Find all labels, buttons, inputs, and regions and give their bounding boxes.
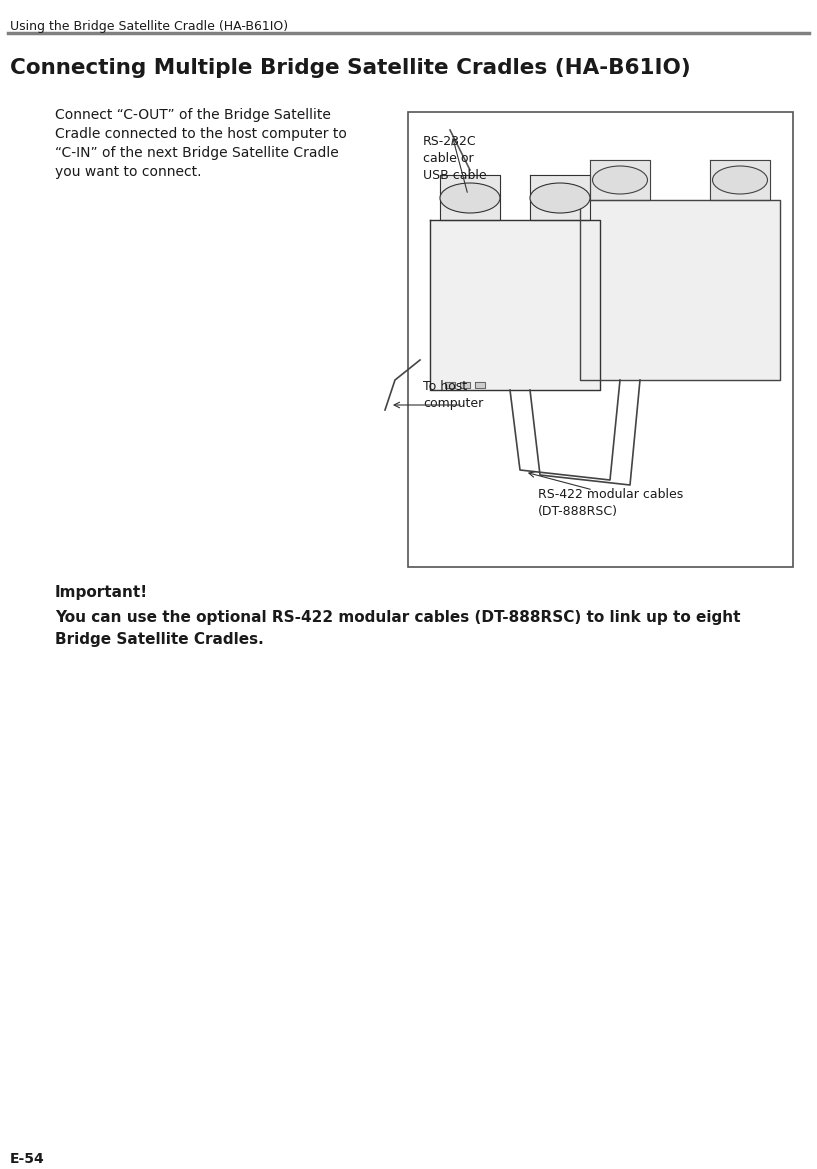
- Text: Using the Bridge Satellite Cradle (HA-B61IO): Using the Bridge Satellite Cradle (HA-B6…: [10, 20, 288, 33]
- Text: Important!: Important!: [55, 584, 148, 600]
- Text: To host
computer: To host computer: [423, 380, 483, 410]
- Text: Cradle connected to the host computer to: Cradle connected to the host computer to: [55, 127, 347, 141]
- Polygon shape: [445, 382, 455, 388]
- Ellipse shape: [440, 184, 500, 213]
- Polygon shape: [590, 160, 650, 200]
- Ellipse shape: [530, 184, 590, 213]
- Text: you want to connect.: you want to connect.: [55, 165, 202, 179]
- Polygon shape: [440, 175, 500, 220]
- Polygon shape: [580, 200, 780, 380]
- Ellipse shape: [712, 166, 767, 194]
- Bar: [408, 112, 793, 567]
- Text: RS-422 modular cables
(DT-888RSC): RS-422 modular cables (DT-888RSC): [538, 487, 683, 518]
- Text: Bridge Satellite Cradles.: Bridge Satellite Cradles.: [55, 632, 264, 646]
- Text: You can use the optional RS-422 modular cables (DT-888RSC) to link up to eight: You can use the optional RS-422 modular …: [55, 610, 740, 625]
- Polygon shape: [460, 382, 470, 388]
- Text: E-54: E-54: [10, 1151, 45, 1165]
- Text: Connect “C-OUT” of the Bridge Satellite: Connect “C-OUT” of the Bridge Satellite: [55, 108, 331, 122]
- Text: RS-232C
cable or
USB cable: RS-232C cable or USB cable: [423, 134, 487, 182]
- Polygon shape: [530, 175, 590, 220]
- Text: “C-IN” of the next Bridge Satellite Cradle: “C-IN” of the next Bridge Satellite Crad…: [55, 146, 339, 160]
- Text: Connecting Multiple Bridge Satellite Cradles (HA-B61IO): Connecting Multiple Bridge Satellite Cra…: [10, 58, 690, 78]
- Polygon shape: [475, 382, 485, 388]
- Ellipse shape: [592, 166, 648, 194]
- Polygon shape: [710, 160, 770, 200]
- Polygon shape: [430, 220, 600, 390]
